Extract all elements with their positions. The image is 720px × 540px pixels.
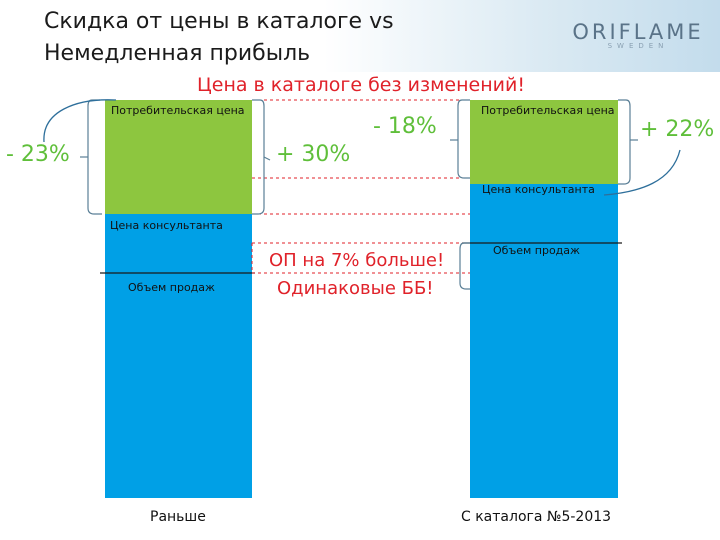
slide-title-line2: Немедленная прибыль	[44, 41, 311, 66]
after-bracket-right	[618, 99, 631, 185]
header-band	[0, 0, 720, 72]
before-bracket-right	[252, 99, 265, 215]
middle-decrease: - 18%	[373, 114, 437, 139]
after-bracket-left	[457, 99, 470, 179]
middle-note-line2: Одинаковые ББ!	[277, 278, 434, 299]
increase-bracket	[263, 156, 271, 161]
before-caption: Раньше	[150, 509, 206, 525]
slide-title-line1: Скидка от цены в каталоге vs	[44, 9, 394, 34]
middle-note-bracket	[459, 242, 470, 290]
logo-sub: SWEDEN	[607, 42, 669, 50]
oriflame-logo: ORIFLAME SWEDEN	[568, 20, 708, 50]
headline: Цена в каталоге без изменений!	[197, 74, 525, 96]
before-consumer-price-label: Потребительская цена	[111, 104, 245, 117]
left-curve-arrow	[43, 99, 117, 143]
after-consultant-price-label: Цена консультанта	[482, 183, 595, 196]
after-consultant-segment	[470, 184, 618, 498]
before-consultant-price-label: Цена консультанта	[110, 219, 223, 232]
before-discount: - 23%	[6, 142, 70, 167]
right-curve-arrow	[603, 149, 681, 196]
before-sales-volume-label: Объем продаж	[128, 281, 215, 294]
middle-increase: + 30%	[276, 142, 351, 167]
after-caption: С каталога №5-2013	[461, 509, 612, 525]
before-consumer-segment	[105, 100, 252, 214]
after-consumer-price-label: Потребительская цена	[481, 104, 615, 117]
before-consultant-segment	[105, 214, 252, 498]
after-consumer-segment	[470, 100, 618, 184]
after-sales-volume-label: Объем продаж	[493, 244, 580, 257]
middle-note-line1: ОП на 7% больше!	[269, 250, 445, 271]
slide-title: Скидка от цены в каталоге vs Немедленная…	[44, 6, 464, 70]
after-discount: + 22%	[640, 117, 715, 142]
before-bracket-left	[87, 99, 102, 215]
logo-word: ORIFLAME	[572, 20, 704, 44]
